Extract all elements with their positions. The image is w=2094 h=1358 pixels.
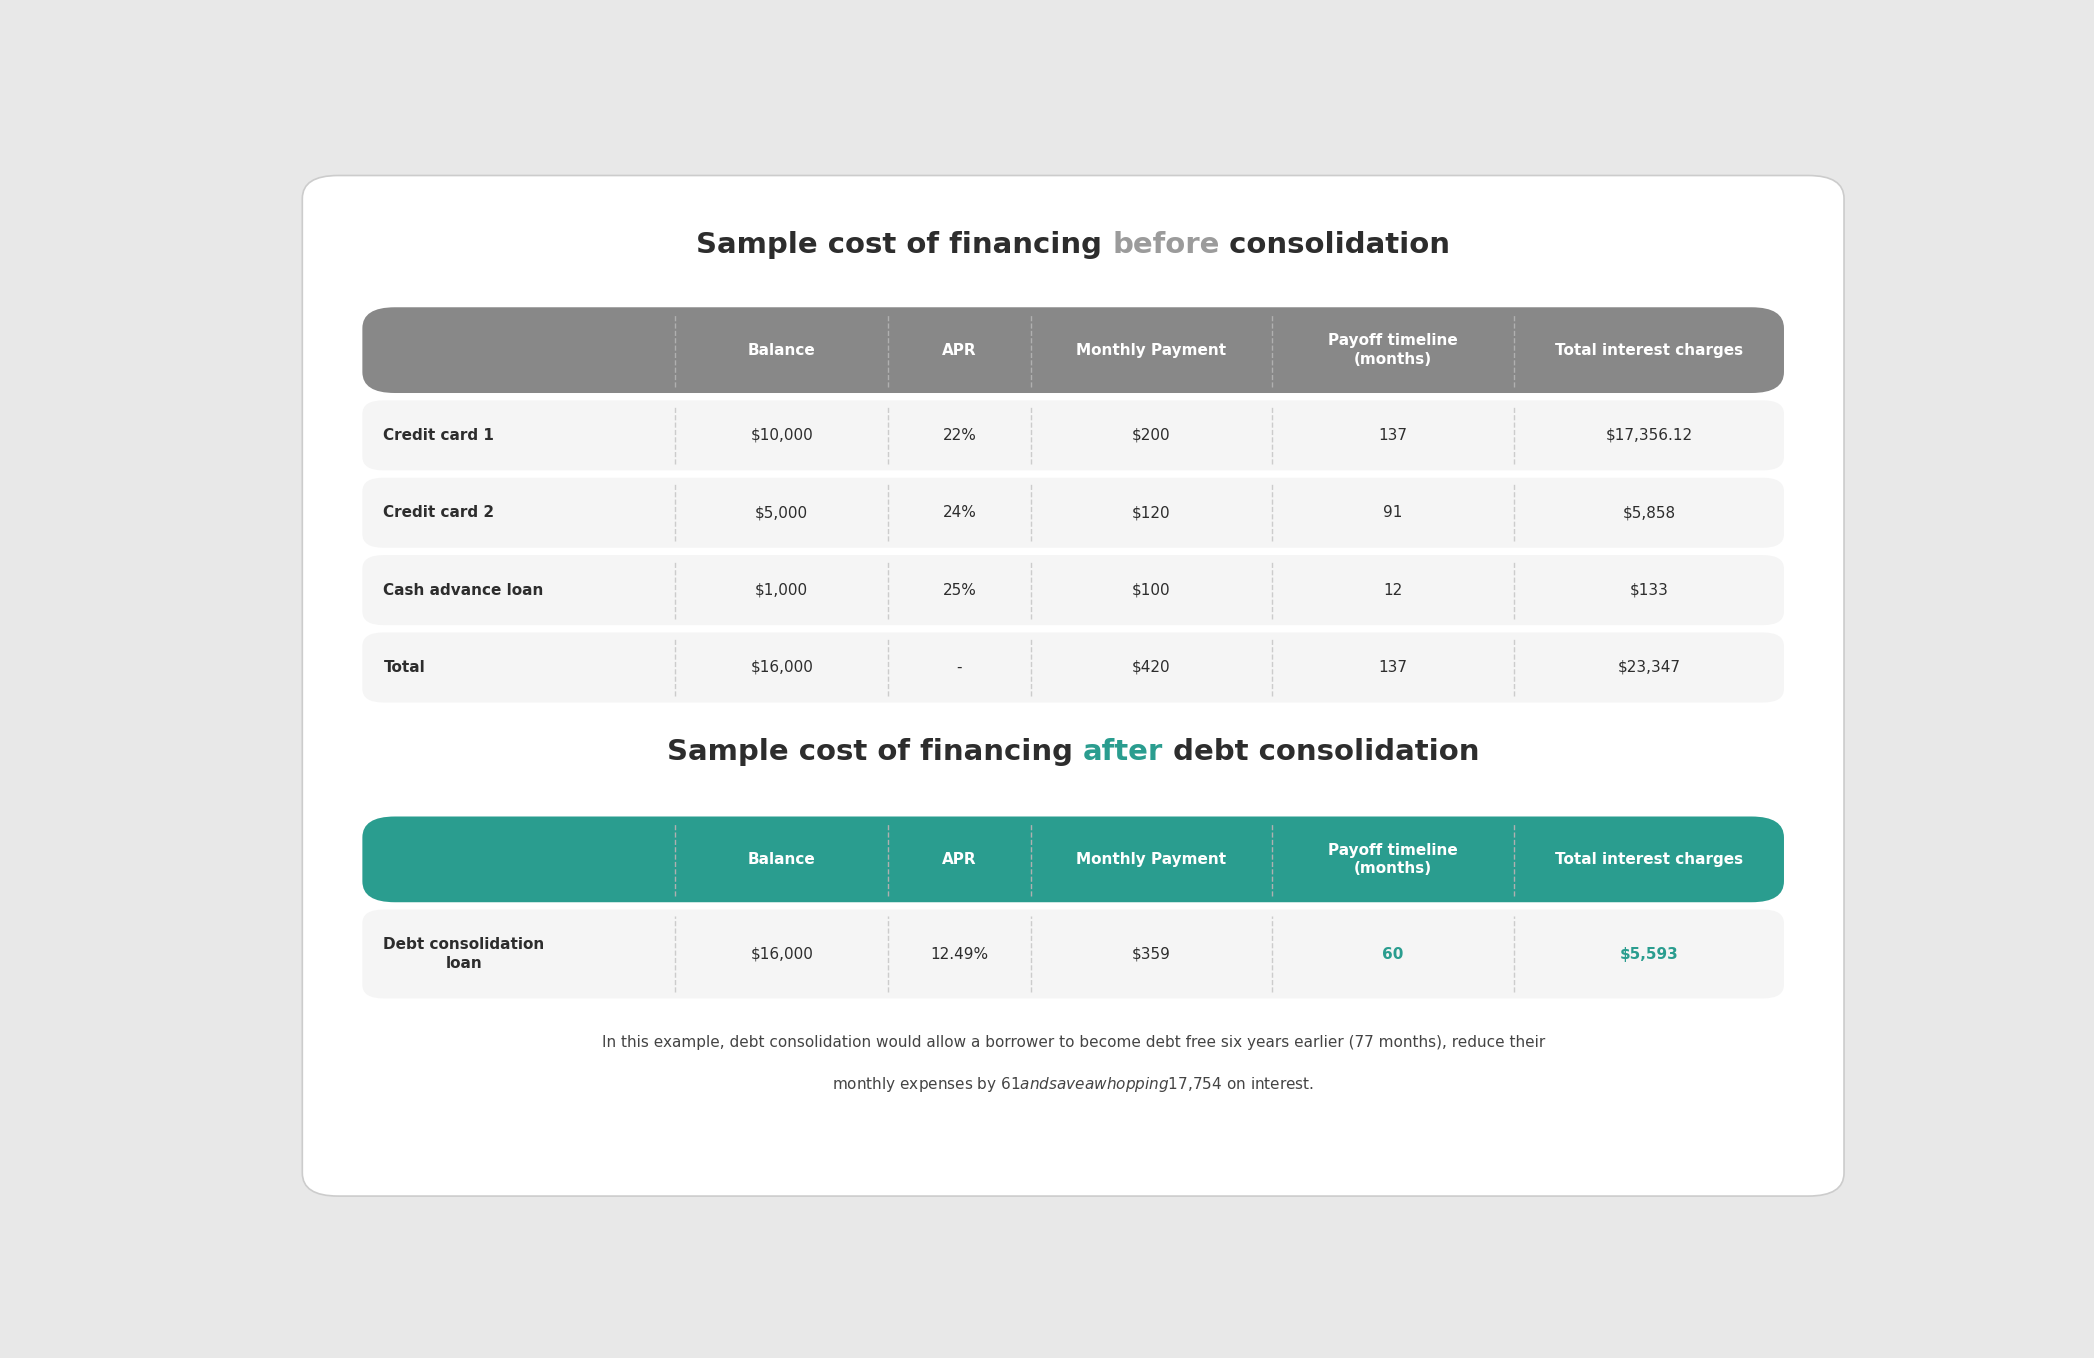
Text: In this example, debt consolidation would allow a borrower to become debt free s: In this example, debt consolidation woul… (601, 1035, 1545, 1050)
Text: monthly expenses by $61 and save a whopping $17,754 on interest.: monthly expenses by $61 and save a whopp… (831, 1074, 1315, 1093)
FancyBboxPatch shape (362, 555, 1784, 625)
Text: Monthly Payment: Monthly Payment (1076, 851, 1227, 866)
Text: Credit card 2: Credit card 2 (383, 505, 494, 520)
Text: after: after (1083, 737, 1162, 766)
Text: 91: 91 (1384, 505, 1403, 520)
FancyBboxPatch shape (362, 816, 1784, 902)
Text: $133: $133 (1629, 583, 1669, 598)
Text: 24%: 24% (942, 505, 976, 520)
Text: 22%: 22% (942, 428, 976, 443)
Text: $16,000: $16,000 (750, 660, 812, 675)
Text: $359: $359 (1133, 947, 1171, 961)
Text: $16,000: $16,000 (750, 947, 812, 961)
Text: Debt consolidation
loan: Debt consolidation loan (383, 937, 544, 971)
FancyBboxPatch shape (362, 478, 1784, 547)
Text: 137: 137 (1378, 428, 1407, 443)
Text: Total interest charges: Total interest charges (1556, 851, 1742, 866)
FancyBboxPatch shape (362, 910, 1784, 998)
Text: $200: $200 (1133, 428, 1171, 443)
Text: Balance: Balance (748, 342, 817, 357)
Text: Monthly Payment: Monthly Payment (1076, 342, 1227, 357)
Text: Payoff timeline
(months): Payoff timeline (months) (1328, 842, 1457, 876)
Text: $10,000: $10,000 (750, 428, 812, 443)
Text: $5,593: $5,593 (1619, 947, 1677, 961)
Text: 137: 137 (1378, 660, 1407, 675)
Text: $17,356.12: $17,356.12 (1606, 428, 1692, 443)
Text: Sample cost of financing: Sample cost of financing (695, 231, 1112, 258)
Text: Sample cost of financing: Sample cost of financing (666, 737, 1083, 766)
Text: $23,347: $23,347 (1617, 660, 1679, 675)
Text: $5,000: $5,000 (756, 505, 808, 520)
Text: APR: APR (942, 851, 976, 866)
Text: 12: 12 (1384, 583, 1403, 598)
Text: Total interest charges: Total interest charges (1556, 342, 1742, 357)
FancyBboxPatch shape (362, 633, 1784, 702)
Text: APR: APR (942, 342, 976, 357)
Text: debt consolidation: debt consolidation (1162, 737, 1480, 766)
Text: Total: Total (383, 660, 425, 675)
FancyBboxPatch shape (362, 307, 1784, 392)
Text: $1,000: $1,000 (756, 583, 808, 598)
Text: 60: 60 (1382, 947, 1403, 961)
Text: before: before (1112, 231, 1219, 258)
Text: 25%: 25% (942, 583, 976, 598)
Text: Credit card 1: Credit card 1 (383, 428, 494, 443)
Text: $5,858: $5,858 (1623, 505, 1675, 520)
Text: 12.49%: 12.49% (930, 947, 988, 961)
Text: consolidation: consolidation (1219, 231, 1451, 258)
Text: $100: $100 (1133, 583, 1171, 598)
Text: -: - (957, 660, 963, 675)
Text: Cash advance loan: Cash advance loan (383, 583, 544, 598)
FancyBboxPatch shape (362, 401, 1784, 470)
Text: Balance: Balance (748, 851, 817, 866)
FancyBboxPatch shape (302, 175, 1845, 1196)
Text: Payoff timeline
(months): Payoff timeline (months) (1328, 333, 1457, 367)
Text: $420: $420 (1133, 660, 1171, 675)
Text: $120: $120 (1133, 505, 1171, 520)
